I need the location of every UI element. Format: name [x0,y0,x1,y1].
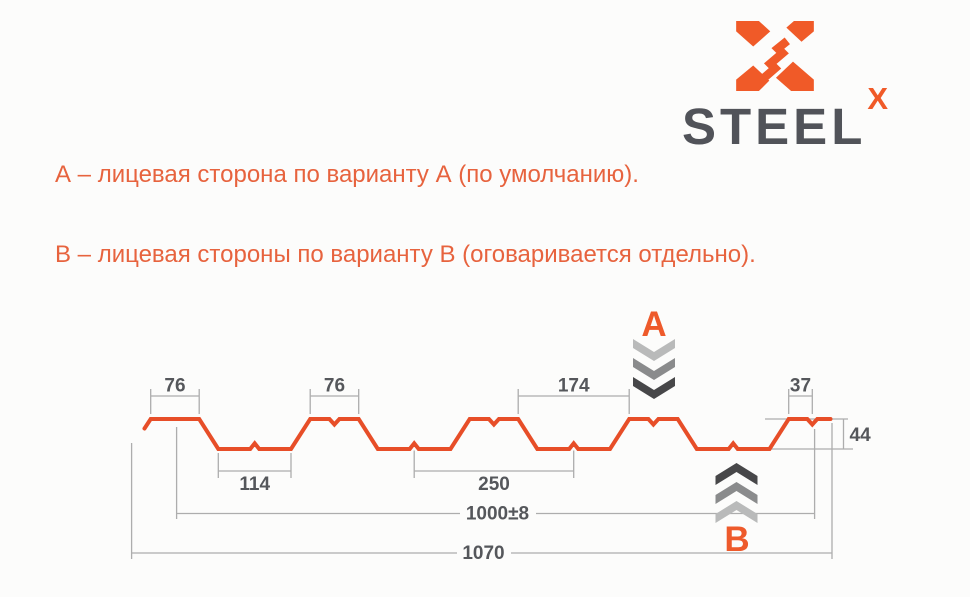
note-variant-a: А – лицевая сторона по варианту А (по ум… [55,161,639,188]
dim-rib-top-1-value: 76 [164,376,185,397]
brand-text: STEEL [682,98,867,155]
dim-edge-rib-value: 37 [790,376,811,397]
dim-rib-gap-top-value: 174 [558,376,590,397]
dim-profile-height: 44 [765,418,872,450]
dim-rib-top-1: 76 [150,376,200,414]
side-a-marker: A [633,305,675,399]
dim-rib-top-2: 76 [309,376,360,414]
logo-ribbon [757,37,790,84]
brand-x-superscript: X [867,81,889,116]
brand-wordmark: STEELX [682,83,888,155]
dim-overall-width: 1070 [130,423,833,564]
dim-working-width: 1000±8 [175,427,816,525]
dim-rib-pitch: 250 [413,450,575,495]
dim-rib-gap-top: 174 [517,376,630,414]
side-a-chevrons-icon [633,339,675,399]
dim-edge-rib: 37 [788,376,813,414]
logo-x-icon [736,20,814,92]
logo-x-arms [736,20,814,92]
dim-working-width-value: 1000±8 [466,504,529,525]
dim-overall-width-value: 1070 [462,543,504,564]
side-b-label: B [724,520,749,559]
dim-profile-height-value: 44 [850,425,872,446]
dim-valley-width: 114 [217,453,292,495]
side-b-chevrons-icon [715,463,758,523]
logo: STEELX [660,14,920,154]
note-variant-b: В – лицевая стороны по варианту В (огова… [55,241,756,268]
side-b-marker: B [715,463,758,559]
dim-rib-pitch-value: 250 [478,474,510,495]
side-a-label: A [641,305,666,344]
dim-rib-top-2-value: 76 [324,376,345,397]
profile-section-line [142,417,833,451]
dim-valley-width-value: 114 [239,474,270,495]
